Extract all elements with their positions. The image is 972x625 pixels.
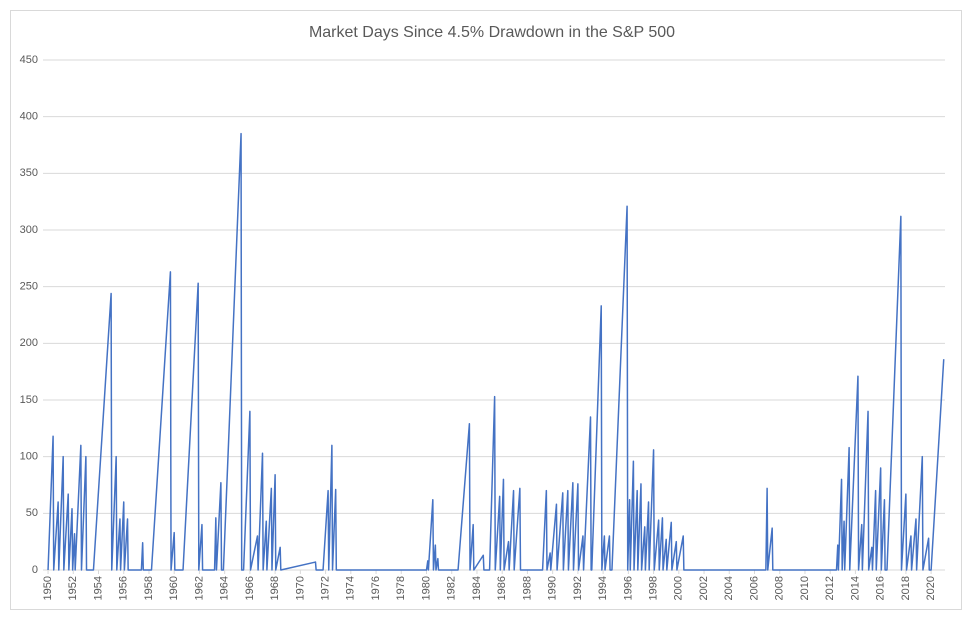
x-tick-label: 1992 xyxy=(572,576,584,600)
x-tick-label: 1952 xyxy=(67,576,79,600)
x-tick-label: 1972 xyxy=(319,576,331,600)
x-tick-label: 1974 xyxy=(345,576,357,600)
x-tick-label: 1994 xyxy=(597,576,609,600)
x-tick-label: 2014 xyxy=(849,576,861,600)
x-tick-label: 2008 xyxy=(774,576,786,600)
x-tick-label: 1978 xyxy=(395,576,407,600)
x-tick-label: 1980 xyxy=(420,576,432,600)
y-tick-label: 450 xyxy=(20,54,38,66)
x-tick-label: 1962 xyxy=(193,576,205,600)
y-tick-label: 400 xyxy=(20,111,38,123)
y-tick-label: 200 xyxy=(20,337,38,349)
y-tick-label: 300 xyxy=(20,224,38,236)
x-tick-label: 1998 xyxy=(647,576,659,600)
y-tick-label: 150 xyxy=(20,394,38,406)
x-tick-label: 1984 xyxy=(471,576,483,600)
x-tick-label: 1988 xyxy=(521,576,533,600)
x-tick-label: 1990 xyxy=(547,576,559,600)
x-tick-label: 1986 xyxy=(496,576,508,600)
y-tick-label: 0 xyxy=(32,564,38,576)
chart-frame xyxy=(10,10,962,610)
y-tick-label: 250 xyxy=(20,281,38,293)
x-tick-label: 1956 xyxy=(118,576,130,600)
data-line xyxy=(47,132,945,571)
x-tick-label: 2004 xyxy=(723,576,735,600)
y-tick-label: 50 xyxy=(26,507,38,519)
x-tick-label: 1960 xyxy=(168,576,180,600)
x-tick-label: 2000 xyxy=(673,576,685,600)
x-tick-label: 1970 xyxy=(294,576,306,600)
x-tick-label: 1950 xyxy=(42,576,54,600)
x-tick-label: 1954 xyxy=(92,576,104,600)
x-tick-label: 1996 xyxy=(622,576,634,600)
chart-title: Market Days Since 4.5% Drawdown in the S… xyxy=(309,24,675,41)
x-tick-label: 2010 xyxy=(799,576,811,600)
x-tick-label: 1976 xyxy=(370,576,382,600)
x-tick-label: 1966 xyxy=(244,576,256,600)
y-tick-label: 100 xyxy=(20,451,38,463)
x-tick-label: 1982 xyxy=(446,576,458,600)
x-tick-label: 2012 xyxy=(824,576,836,600)
x-tick-label: 1964 xyxy=(219,576,231,600)
x-tick-label: 1968 xyxy=(269,576,281,600)
x-tick-label: 2016 xyxy=(875,576,887,600)
x-tick-label: 2006 xyxy=(748,576,760,600)
x-tick-label: 2020 xyxy=(925,576,937,600)
x-tick-label: 2002 xyxy=(698,576,710,600)
x-tick-label: 2018 xyxy=(900,576,912,600)
x-tick-label: 1958 xyxy=(143,576,155,600)
y-tick-label: 350 xyxy=(20,167,38,179)
